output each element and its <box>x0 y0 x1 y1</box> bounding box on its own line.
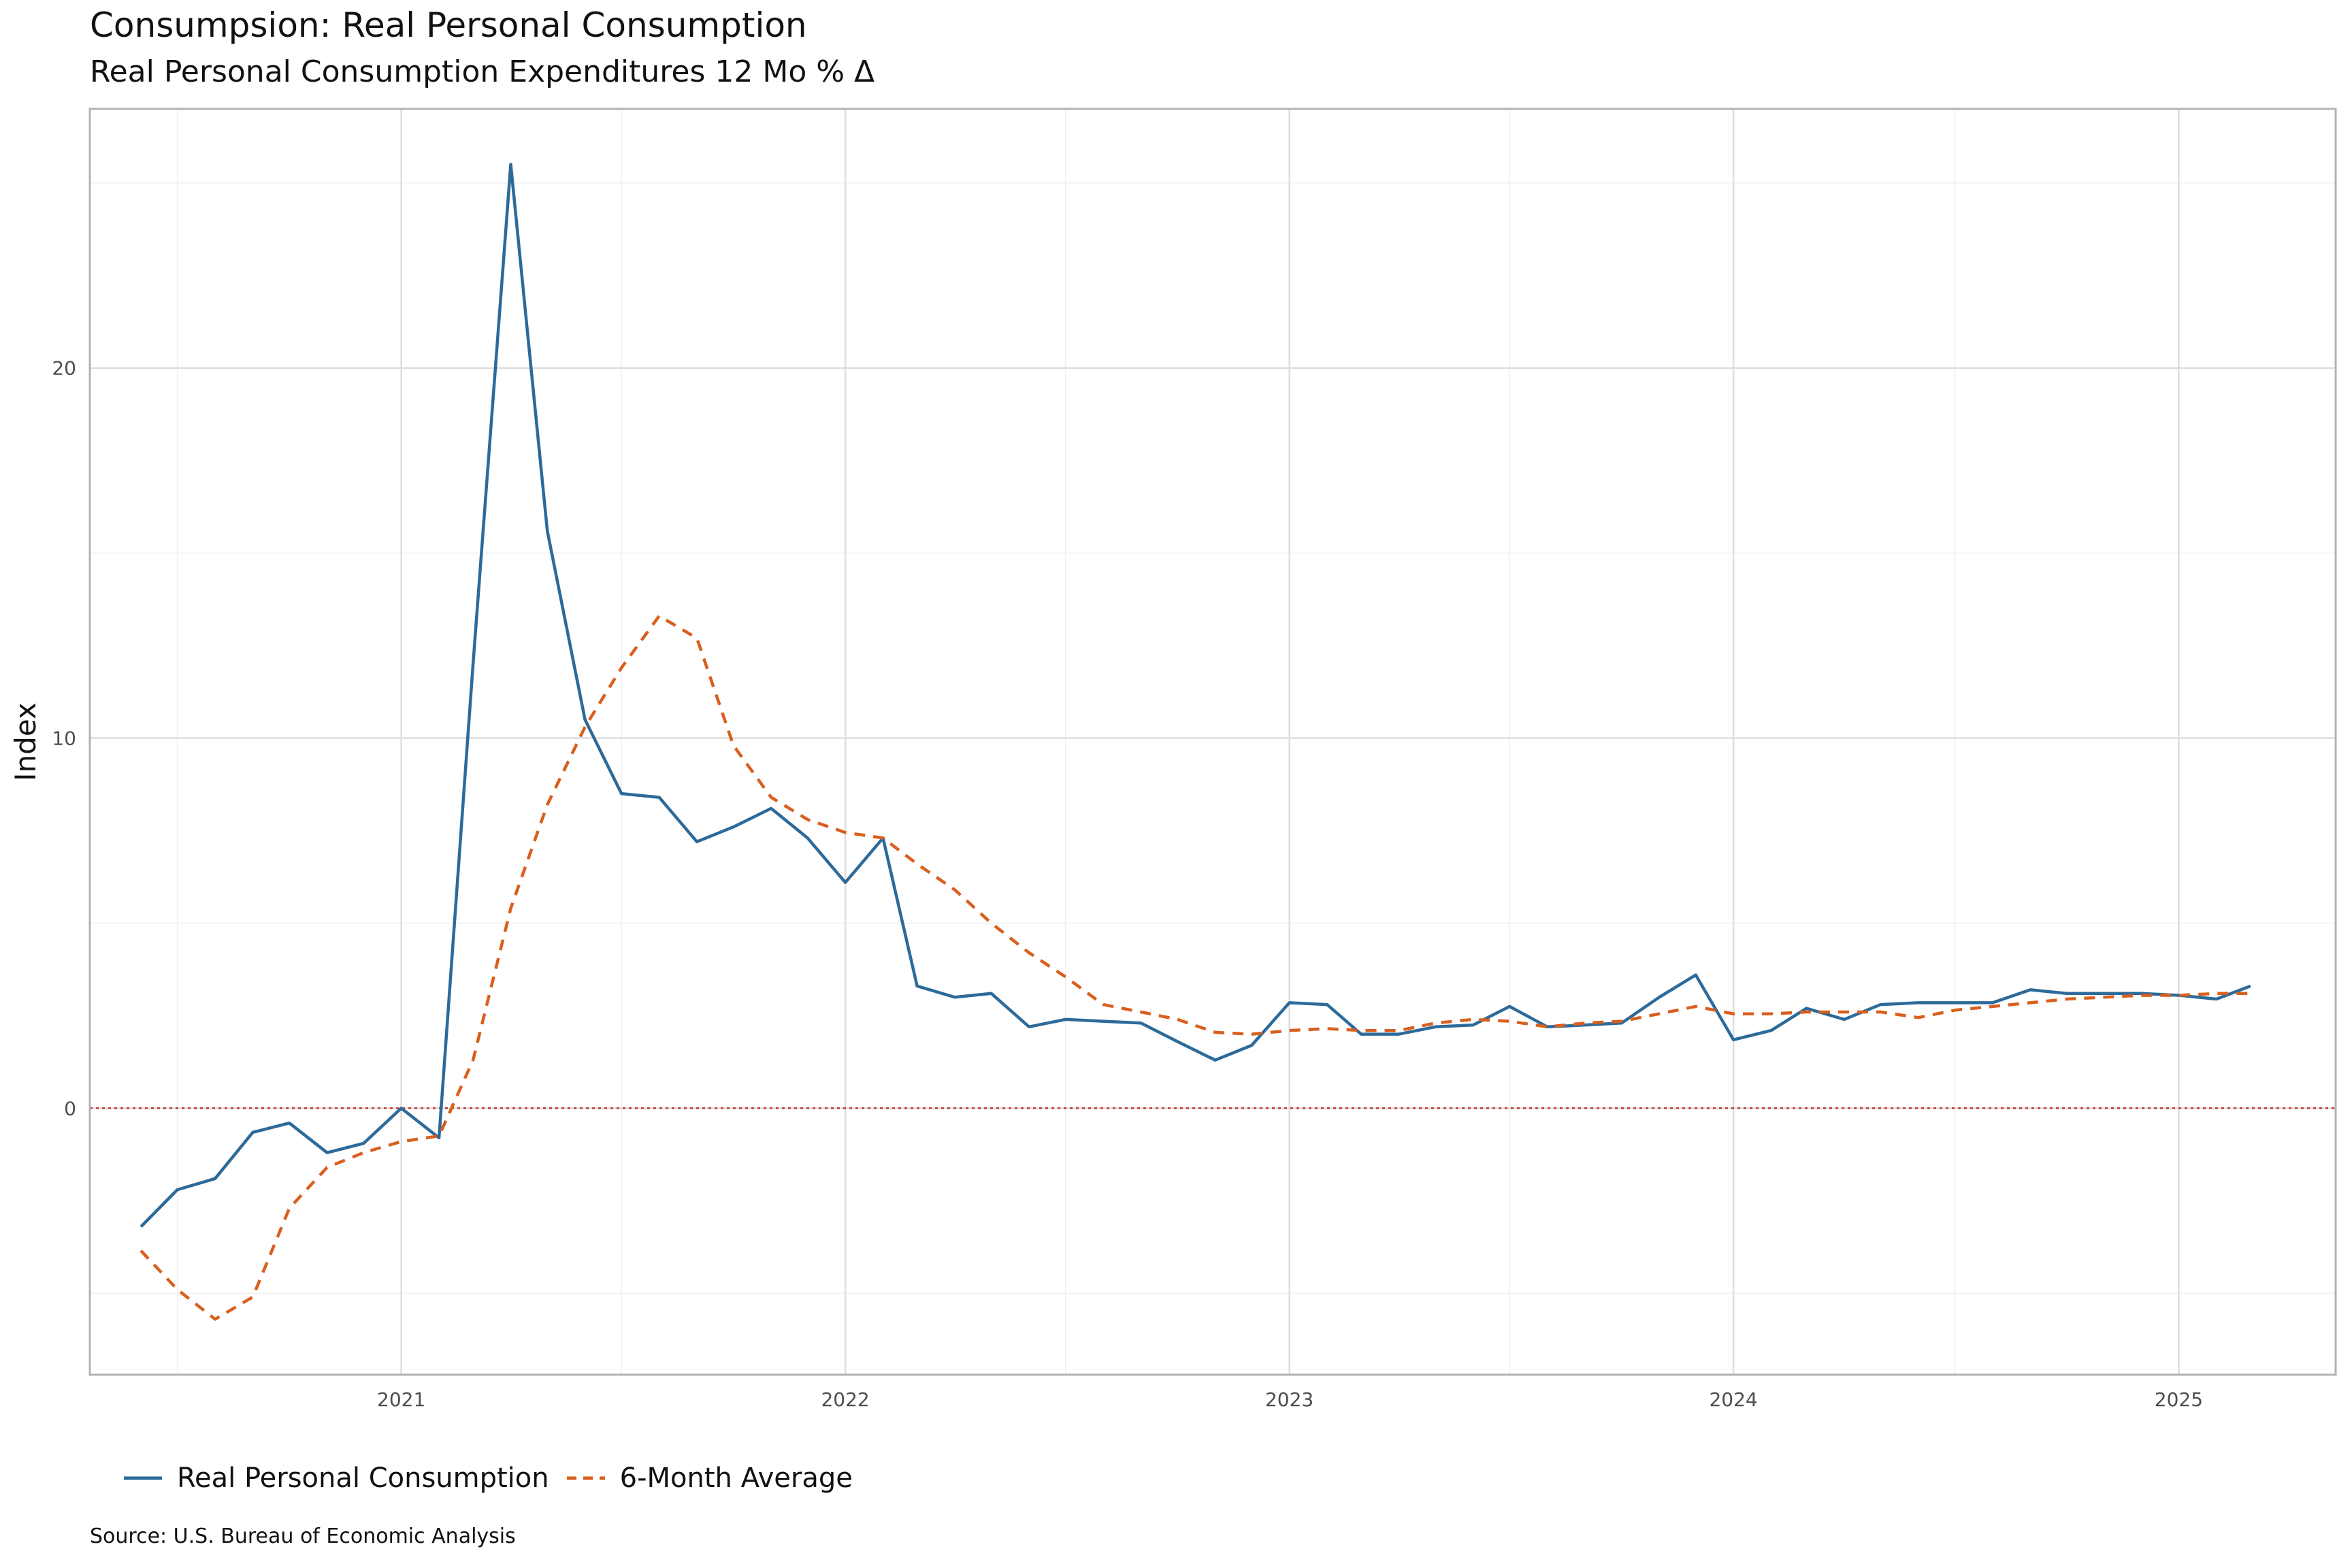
legend-key-dashed-line <box>566 1476 605 1480</box>
legend-key-solid-line <box>124 1476 162 1480</box>
series-lines <box>140 163 2251 1321</box>
legend-item-real-personal-consumption: Real Personal Consumption <box>122 1458 549 1499</box>
legend-label: 6-Month Average <box>619 1463 853 1494</box>
y-tick-label: 10 <box>52 728 76 750</box>
series-line-real-personal-consumption <box>140 163 2251 1228</box>
source-note: Source: U.S. Bureau of Economic Analysis <box>90 1524 516 1548</box>
x-tick-label: 2023 <box>1265 1388 1313 1411</box>
legend: Real Personal Consumption 6-Month Averag… <box>122 1458 869 1499</box>
series-line-6-month-average <box>140 614 2251 1321</box>
major-gridlines <box>90 109 2336 1375</box>
plot-panel-border <box>88 108 2337 1376</box>
chart-title: Consumpsion: Real Personal Consumption <box>90 5 807 45</box>
y-axis-label: Index <box>9 702 42 781</box>
chart-subtitle: Real Personal Consumption Expenditures 1… <box>90 54 875 89</box>
y-axis-tick-labels: 0 10 20 <box>52 357 76 1120</box>
legend-label: Real Personal Consumption <box>177 1463 549 1494</box>
x-tick-label: 2021 <box>377 1388 425 1411</box>
x-tick-label: 2025 <box>2155 1388 2203 1411</box>
x-tick-label: 2024 <box>1709 1388 1757 1411</box>
x-tick-label: 2022 <box>821 1388 869 1411</box>
minor-gridlines <box>90 109 2336 1375</box>
legend-item-6-month-average: 6-Month Average <box>566 1458 853 1499</box>
y-tick-label: 0 <box>64 1097 76 1120</box>
y-tick-label: 20 <box>52 357 76 380</box>
x-axis-tick-labels: 2021 2022 2023 2024 2025 <box>377 1388 2203 1411</box>
